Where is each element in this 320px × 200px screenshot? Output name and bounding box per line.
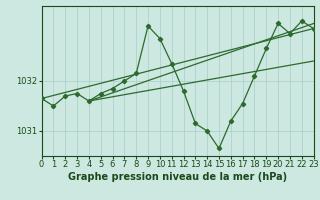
X-axis label: Graphe pression niveau de la mer (hPa): Graphe pression niveau de la mer (hPa) [68,172,287,182]
